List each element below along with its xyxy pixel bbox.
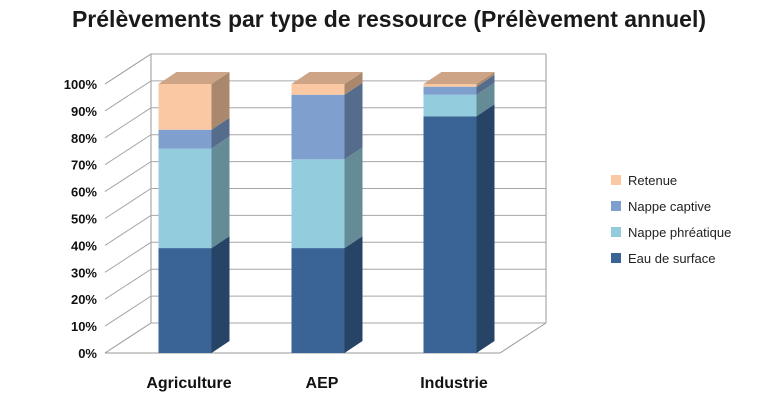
bar-segment-industrie-retenue (423, 72, 495, 87)
bar-side (211, 136, 230, 249)
gridline (104, 53, 546, 85)
gridline (104, 268, 546, 300)
bar-front (291, 159, 345, 249)
x-category-label: AEP (306, 375, 339, 392)
bar-front (158, 248, 212, 353)
bar-front (291, 94, 345, 160)
gridline (104, 107, 546, 139)
bar-side (476, 104, 495, 353)
bar-segment-agriculture-nappe-phr-atique (158, 136, 230, 249)
floor (105, 322, 547, 354)
x-category-label: Agriculture (146, 375, 231, 392)
gridline (104, 161, 546, 193)
gridline (104, 80, 546, 112)
bar-segment-agriculture-retenue (158, 72, 230, 130)
bar-front (423, 86, 477, 95)
bar-front (158, 129, 212, 149)
y-tick-label: 80% (71, 131, 97, 146)
bar-front (423, 94, 477, 117)
bar-side (211, 117, 230, 149)
bar-segment-aep-retenue (291, 72, 363, 95)
y-tick-label: 50% (71, 212, 97, 227)
y-tick-label: 100% (64, 77, 98, 92)
legend-label: Eau de surface (628, 251, 715, 266)
bar-front (158, 148, 212, 249)
gridline (104, 188, 546, 219)
bar-top (291, 72, 363, 84)
legend-swatch (611, 227, 621, 237)
bar-side (476, 82, 495, 117)
legend-swatch (611, 175, 621, 185)
bar-segment-industrie-nappe-phr-atique (423, 82, 495, 117)
bar-side (476, 72, 495, 87)
bar-segment-industrie-eau-de-surface (423, 104, 495, 353)
chart-title: Prélèvements par type de ressource (Prél… (71, 6, 707, 32)
bar-segment-aep-nappe-phr-atique (291, 147, 363, 249)
gridline (104, 134, 546, 166)
bar-segment-industrie-nappe-captive (423, 74, 495, 95)
bar-front (158, 84, 212, 130)
y-tick-label: 30% (71, 265, 97, 280)
gridline (104, 214, 546, 246)
gridline (104, 322, 546, 354)
bar-front (423, 84, 477, 87)
gridline (104, 241, 546, 273)
bar-segment-agriculture-nappe-captive (158, 117, 230, 149)
y-tick-label: 60% (71, 185, 97, 200)
legend-label: Retenue (628, 173, 677, 188)
bar-side (476, 74, 495, 95)
bar-segment-aep-nappe-captive (291, 82, 363, 160)
legend-label: Nappe captive (628, 199, 711, 214)
bar-front (423, 116, 477, 353)
bar-side (344, 72, 363, 95)
gridline (104, 295, 546, 327)
bar-side (211, 236, 230, 353)
legend-swatch (611, 253, 621, 263)
bar-top (158, 72, 230, 84)
bar-front (291, 248, 345, 353)
legend-label: Nappe phréatique (628, 225, 731, 240)
bar-segment-aep-eau-de-surface (291, 236, 363, 353)
bar-side (211, 72, 230, 130)
bar-segment-agriculture-eau-de-surface (158, 236, 230, 353)
bar-side (344, 82, 363, 160)
bar-side (344, 147, 363, 249)
legend-swatch (611, 201, 621, 211)
bar-top (423, 72, 495, 84)
bar-front (291, 84, 345, 95)
y-tick-label: 10% (71, 319, 97, 334)
x-category-label: Industrie (420, 375, 488, 392)
y-tick-label: 0% (78, 346, 97, 361)
bar-side (344, 236, 363, 353)
y-tick-label: 90% (71, 104, 97, 119)
y-tick-label: 20% (71, 292, 97, 307)
y-tick-label: 70% (71, 158, 97, 173)
y-tick-label: 40% (71, 238, 97, 253)
